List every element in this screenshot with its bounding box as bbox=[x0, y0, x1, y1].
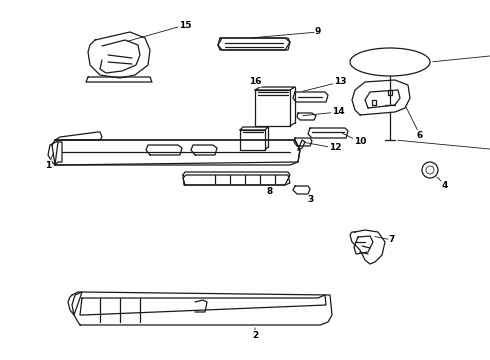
Text: 16: 16 bbox=[249, 77, 261, 86]
Text: 3: 3 bbox=[307, 195, 313, 204]
Text: 1: 1 bbox=[45, 161, 51, 170]
Text: 7: 7 bbox=[389, 235, 395, 244]
Text: 9: 9 bbox=[315, 27, 321, 36]
Text: 6: 6 bbox=[417, 130, 423, 139]
Text: 13: 13 bbox=[334, 77, 346, 86]
Text: 2: 2 bbox=[252, 330, 258, 339]
Text: 4: 4 bbox=[442, 180, 448, 189]
Text: 15: 15 bbox=[179, 21, 191, 30]
Text: 14: 14 bbox=[332, 108, 344, 117]
Text: 12: 12 bbox=[329, 144, 341, 153]
Text: 8: 8 bbox=[267, 188, 273, 197]
Text: 10: 10 bbox=[354, 138, 366, 147]
